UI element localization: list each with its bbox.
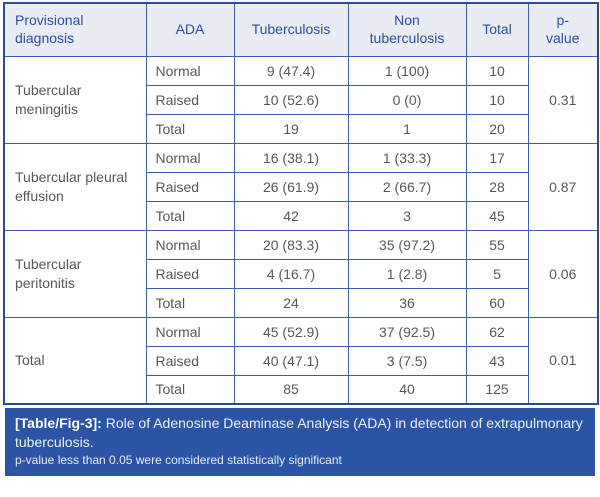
ada-cell: Normal bbox=[145, 55, 235, 86]
ada-cell: Normal bbox=[145, 229, 235, 260]
non-tuberculosis-cell: 0 (0) bbox=[347, 84, 467, 115]
table-caption: [Table/Fig-3]: Role of Adenosine Deamina… bbox=[5, 408, 595, 476]
table-row: Raised 4 (16.7) 1 (2.8) 5 bbox=[4, 258, 598, 289]
diagnosis-cell: Tubercular meningitis bbox=[3, 55, 147, 144]
diagnosis-cell: Tubercular pleural effusion bbox=[3, 142, 147, 231]
table-row: Tubercular meningitis Normal 9 (47.4) 1 … bbox=[3, 55, 599, 144]
ada-cell: Total bbox=[145, 113, 235, 144]
ada-cell: Normal bbox=[145, 316, 235, 347]
ada-cell: Raised bbox=[145, 84, 235, 115]
non-tuberculosis-cell: 3 bbox=[347, 200, 467, 231]
tuberculosis-cell: 9 (47.4) bbox=[233, 55, 349, 86]
total-cell: 10 bbox=[465, 55, 529, 86]
total-cell: 5 bbox=[465, 258, 529, 289]
table-row: Raised 10 (52.6) 0 (0) 10 bbox=[4, 84, 598, 115]
tuberculosis-cell: 20 (83.3) bbox=[233, 229, 349, 260]
table-row: Total 19 1 20 bbox=[4, 113, 598, 144]
total-cell: 125 bbox=[465, 374, 529, 405]
total-cell: 45 bbox=[465, 200, 529, 231]
ada-cell: Raised bbox=[145, 345, 235, 376]
tuberculosis-cell: 4 (16.7) bbox=[233, 258, 349, 289]
table-figure: Provisional diagnosis ADA Tuberculosis N… bbox=[3, 2, 599, 476]
total-cell: 60 bbox=[465, 287, 529, 318]
ada-cell: Normal bbox=[145, 142, 235, 173]
tuberculosis-cell: 85 bbox=[233, 374, 349, 405]
table-row: Tubercular peritonitis Normal 20 (83.3) … bbox=[3, 229, 599, 318]
tuberculosis-cell: 42 bbox=[233, 200, 349, 231]
non-tuberculosis-cell: 3 (7.5) bbox=[347, 345, 467, 376]
non-tuberculosis-cell: 40 bbox=[347, 374, 467, 405]
non-tuberculosis-cell: 37 (92.5) bbox=[347, 316, 467, 347]
caption-figure-label: [Table/Fig-3]: bbox=[15, 415, 102, 431]
ada-cell: Total bbox=[145, 374, 235, 405]
table-row: Total Normal 45 (52.9) 37 (92.5) 62 0.01 bbox=[3, 316, 599, 405]
non-tuberculosis-cell: 2 (66.7) bbox=[347, 171, 467, 202]
header-row: Provisional diagnosis ADA Tuberculosis N… bbox=[3, 2, 599, 57]
tuberculosis-cell: 24 bbox=[233, 287, 349, 318]
ada-cell: Total bbox=[145, 200, 235, 231]
total-cell: 20 bbox=[465, 113, 529, 144]
non-tuberculosis-cell: 1 bbox=[347, 113, 467, 144]
diagnosis-cell: Total bbox=[3, 316, 147, 405]
table-row: Tubercular pleural effusion Normal 16 (3… bbox=[3, 142, 599, 231]
diagnosis-cell: Tubercular peritonitis bbox=[3, 229, 147, 318]
non-tuberculosis-cell: 1 (2.8) bbox=[347, 258, 467, 289]
total-cell: 43 bbox=[465, 345, 529, 376]
tuberculosis-cell: 19 bbox=[233, 113, 349, 144]
non-tuberculosis-cell: 1 (33.3) bbox=[347, 142, 467, 173]
column-header-non-tuberculosis: Non tuberculosis bbox=[347, 2, 467, 57]
non-tuberculosis-cell: 36 bbox=[347, 287, 467, 318]
p-value-cell: 0.01 bbox=[527, 316, 599, 405]
total-cell: 28 bbox=[465, 171, 529, 202]
caption-footnote: p-value less than 0.05 were considered s… bbox=[15, 452, 342, 467]
caption-title-text: Role of Adenosine Deaminase Analysis (AD… bbox=[15, 415, 583, 450]
tuberculosis-cell: 45 (52.9) bbox=[233, 316, 349, 347]
total-cell: 17 bbox=[465, 142, 529, 173]
tuberculosis-cell: 26 (61.9) bbox=[233, 171, 349, 202]
tuberculosis-cell: 16 (38.1) bbox=[233, 142, 349, 173]
column-header-total: Total bbox=[465, 2, 529, 57]
column-header-p-value: p- value bbox=[527, 2, 599, 57]
column-header-provisional-diagnosis: Provisional diagnosis bbox=[3, 2, 147, 57]
caption-title: [Table/Fig-3]: Role of Adenosine Deamina… bbox=[15, 414, 585, 452]
total-cell: 55 bbox=[465, 229, 529, 260]
ada-cell: Raised bbox=[145, 171, 235, 202]
non-tuberculosis-cell: 1 (100) bbox=[347, 55, 467, 86]
p-value-cell: 0.87 bbox=[527, 142, 599, 231]
p-value-cell: 0.31 bbox=[527, 55, 599, 144]
table-row: Raised 40 (47.1) 3 (7.5) 43 bbox=[4, 345, 598, 376]
p-value-cell: 0.06 bbox=[527, 229, 599, 318]
column-header-ada: ADA bbox=[145, 2, 235, 57]
total-cell: 10 bbox=[465, 84, 529, 115]
table-row: Total 85 40 125 bbox=[4, 374, 598, 405]
non-tuberculosis-cell: 35 (97.2) bbox=[347, 229, 467, 260]
column-header-tuberculosis: Tuberculosis bbox=[233, 2, 349, 57]
ada-cell: Raised bbox=[145, 258, 235, 289]
tuberculosis-cell: 40 (47.1) bbox=[233, 345, 349, 376]
table-row: Total 24 36 60 bbox=[4, 287, 598, 318]
ada-cell: Total bbox=[145, 287, 235, 318]
total-cell: 62 bbox=[465, 316, 529, 347]
tuberculosis-cell: 10 (52.6) bbox=[233, 84, 349, 115]
ada-results-table: Provisional diagnosis ADA Tuberculosis N… bbox=[3, 2, 599, 405]
